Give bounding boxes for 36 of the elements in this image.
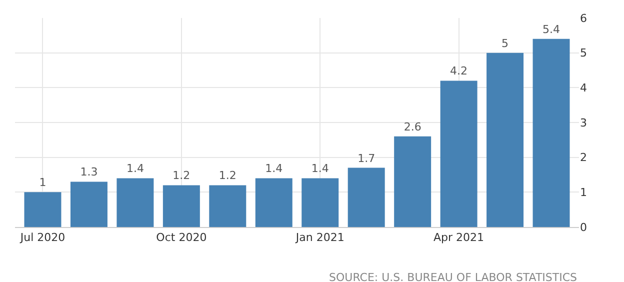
data-label: 1.2 [218,169,236,182]
bar [348,168,385,227]
data-label: 1.4 [126,162,144,176]
data-label: 5.4 [542,22,560,36]
bar [302,178,339,227]
bar [486,52,524,227]
data-label: 4.2 [450,64,468,78]
source-note: SOURCE: U.S. BUREAU OF LABOR STATISTICS [329,271,578,282]
bar [116,178,154,227]
data-label: 2.6 [404,120,422,134]
y-tick-label: 3 [580,116,587,130]
bar [24,192,62,227]
bar [209,185,246,227]
data-label: 1.3 [80,166,98,179]
data-label: 1.2 [172,169,190,182]
bar [394,136,432,227]
x-tick-label: Apr 2021 [434,231,484,244]
x-tick-label: Jul 2020 [19,231,66,244]
data-label: 1.4 [265,162,283,176]
y-tick-label: 1 [580,186,587,200]
y-tick-label: 4 [580,82,587,95]
data-label: 1.4 [311,162,329,176]
bar [532,38,570,227]
y-tick-label: 2 [580,151,587,164]
bar [255,178,292,227]
data-label: 1.7 [358,152,376,165]
y-tick-label: 0 [580,220,587,234]
data-label: 5 [502,36,509,50]
data-label: 1 [39,176,46,190]
bar [440,80,478,227]
bar [162,185,200,227]
x-tick-label: Jan 2021 [294,231,344,244]
y-tick-label: 5 [580,46,587,60]
y-tick-label: 6 [580,12,587,25]
x-tick-label: Oct 2020 [156,231,207,244]
bar [70,182,108,227]
